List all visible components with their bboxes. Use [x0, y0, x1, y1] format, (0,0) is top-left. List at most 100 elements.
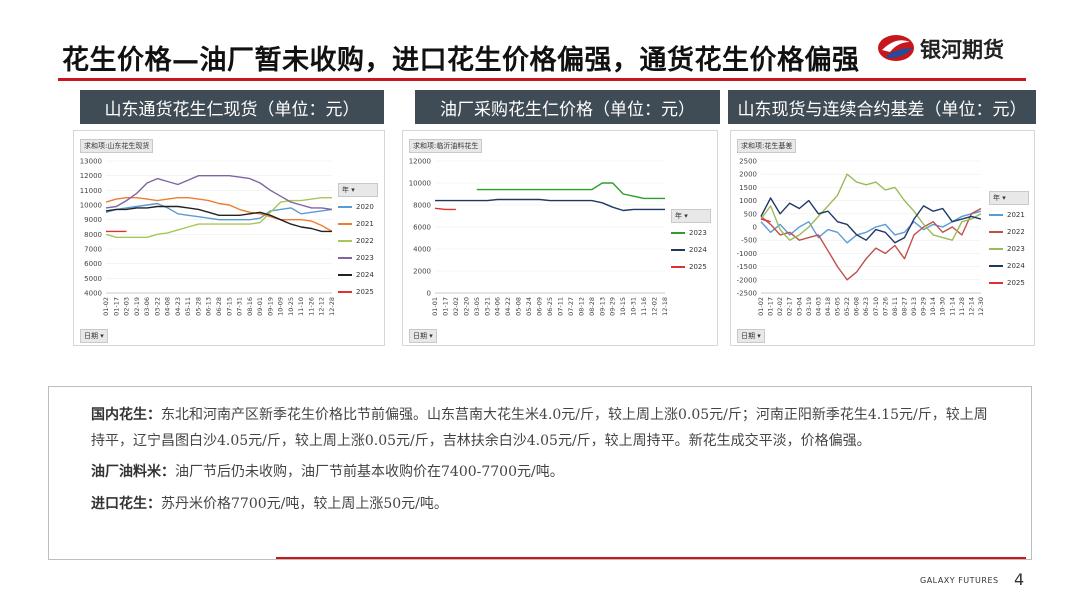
- x-tick-label: 04-18: [824, 297, 832, 316]
- x-tick-label: 02-19: [133, 297, 141, 316]
- paragraph-label: 国内花生：: [91, 407, 161, 423]
- legend-label: 2024: [356, 271, 374, 279]
- legend-filter-button[interactable]: 年 ▾: [338, 183, 378, 197]
- legend-swatch: [338, 291, 352, 293]
- legend-item-2025: 2025: [671, 263, 711, 271]
- x-tick-label: 01-02: [102, 297, 110, 316]
- paragraph-oil-mill: 油厂油料米：油厂节后仍未收购，油厂节前基本收购价在7400-7700元/吨。: [91, 460, 999, 486]
- legend-swatch: [338, 274, 352, 276]
- title-underline: [58, 78, 1026, 81]
- legend-item-2024: 2024: [671, 246, 711, 254]
- axis-button-label: 日期: [84, 332, 98, 340]
- x-tick-label: 12-18: [661, 297, 669, 316]
- date-filter-button[interactable]: 日期 ▾: [737, 329, 765, 343]
- legend-filter-button[interactable]: 年 ▾: [989, 191, 1029, 205]
- x-tick-label: 08-11: [891, 297, 899, 316]
- y-tick-label: -500: [741, 237, 757, 245]
- legend-label: 2025: [689, 263, 707, 271]
- bottom-accent-line: [276, 557, 1026, 559]
- y-tick-label: -2000: [737, 276, 757, 284]
- legend-item-2020: 2020: [338, 203, 378, 211]
- x-tick-label: 06-23: [862, 297, 870, 316]
- legend-label: 2022: [356, 237, 374, 245]
- x-tick-label: 01-17: [112, 297, 120, 316]
- panel-header-shandong-spot: 山东通货花生仁现货（单位：元）: [80, 90, 384, 124]
- x-tick-label: 09-19: [266, 297, 274, 316]
- x-tick-label: 10-15: [619, 297, 627, 316]
- x-tick-label: 06-13: [205, 297, 213, 316]
- chart-oil-mill: 求和项:临沂油料花生 0 2000 4000 6000 8000 10000 12000 01…: [402, 130, 718, 346]
- legend-swatch: [671, 249, 685, 251]
- logo-text: 银河期货: [920, 38, 1004, 62]
- x-tick-label: 07-26: [881, 297, 889, 316]
- y-tick-label: 10000: [409, 180, 431, 188]
- x-tick-label: 09-29: [609, 297, 617, 316]
- legend-item-2022: 2022: [338, 237, 378, 245]
- legend-swatch: [989, 231, 1003, 233]
- y-tick-label: 10000: [80, 202, 102, 210]
- x-tick-label: 11-14: [948, 297, 956, 316]
- x-tick-label: 06-25: [546, 297, 554, 316]
- legend-label: 2024: [689, 246, 707, 254]
- x-tick-label: 03-05: [473, 297, 481, 316]
- x-tick-label: 03-04: [795, 297, 803, 316]
- series-line-2024: [435, 198, 665, 212]
- legend-label: 2025: [1007, 279, 1025, 287]
- x-tick-label: 06-28: [215, 297, 223, 316]
- legend-title: 年: [993, 194, 1000, 202]
- x-tick-label: 07-27: [567, 297, 575, 316]
- x-tick-label: 02-02: [452, 297, 460, 316]
- legend-label: 2020: [356, 203, 374, 211]
- chart-basis: 求和项:花生基差 -2500 -2000 -1500 -1000 -500 0 500 100…: [730, 130, 1035, 346]
- y-tick-label: 6000: [413, 224, 431, 232]
- x-tick-label: 09-29: [920, 297, 928, 316]
- x-tick-label: 11-28: [958, 297, 966, 316]
- series-line-2023: [105, 175, 333, 211]
- axis-button-label: 日期: [741, 332, 755, 340]
- y-tick-label: 5000: [84, 275, 102, 283]
- x-tick-label: 06-09: [536, 297, 544, 316]
- x-tick-label: 11-10: [297, 297, 305, 316]
- x-tick-label: 05-11: [184, 297, 192, 316]
- x-tick-label: 01-02: [757, 297, 765, 316]
- x-tick-label: 04-03: [814, 297, 822, 316]
- x-tick-label: 02-20: [462, 297, 470, 316]
- date-filter-button[interactable]: 日期 ▾: [409, 329, 437, 343]
- legend-label: 2023: [356, 254, 374, 262]
- x-tick-label: 12-02: [651, 297, 659, 316]
- x-tick-label: 10-30: [939, 297, 947, 316]
- series-line-2021: [105, 197, 333, 233]
- x-tick-label: 04-22: [504, 297, 512, 316]
- series-line-2022: [760, 207, 982, 281]
- x-tick-label: 02-03: [123, 297, 131, 316]
- y-tick-label: -2500: [737, 290, 757, 298]
- x-tick-label: 01-01: [431, 297, 439, 316]
- legend-swatch: [989, 248, 1003, 250]
- legend-filter-button[interactable]: 年 ▾: [671, 209, 711, 223]
- x-tick-label: 01-17: [767, 297, 775, 316]
- field-tag: 求和项:花生基差: [737, 139, 797, 153]
- x-tick-label: 07-10: [872, 297, 880, 316]
- chart-shandong-spot-plot: 4000 5000 6000 7000 8000 9000 10000 11000 12000 1…: [80, 158, 336, 316]
- legend-item-2025: 2025: [989, 279, 1029, 287]
- paragraph-domestic: 国内花生：东北和河南产区新季花生价格比节前偏强。山东莒南大花生米4.0元/斤，较…: [91, 403, 999, 454]
- x-tick-label: 03-22: [153, 297, 161, 316]
- x-tick-label: 03-06: [143, 297, 151, 316]
- series-line-2023: [476, 182, 665, 200]
- x-tick-label: 10-31: [630, 297, 638, 316]
- y-tick-label: 4000: [84, 290, 102, 298]
- legend-title: 年: [342, 186, 349, 194]
- x-tick-label: 08-16: [246, 297, 254, 316]
- y-tick-label: 4000: [413, 246, 431, 254]
- x-tick-label: 10-09: [277, 297, 285, 316]
- series-line-2025: [434, 207, 456, 211]
- x-tick-label: 09-13: [598, 297, 606, 316]
- date-filter-button[interactable]: 日期 ▾: [80, 329, 108, 343]
- x-tick-label: 07-11: [556, 297, 564, 316]
- legend-swatch: [989, 282, 1003, 284]
- series-line-2021: [760, 210, 982, 244]
- x-tick-label: 05-08: [515, 297, 523, 316]
- page-title: 花生价格—油厂暂未收购，进口花生价格偏强，通货花生价格偏强: [62, 45, 860, 76]
- legend-item-2024: 2024: [989, 262, 1029, 270]
- y-tick-label: 1500: [739, 184, 757, 192]
